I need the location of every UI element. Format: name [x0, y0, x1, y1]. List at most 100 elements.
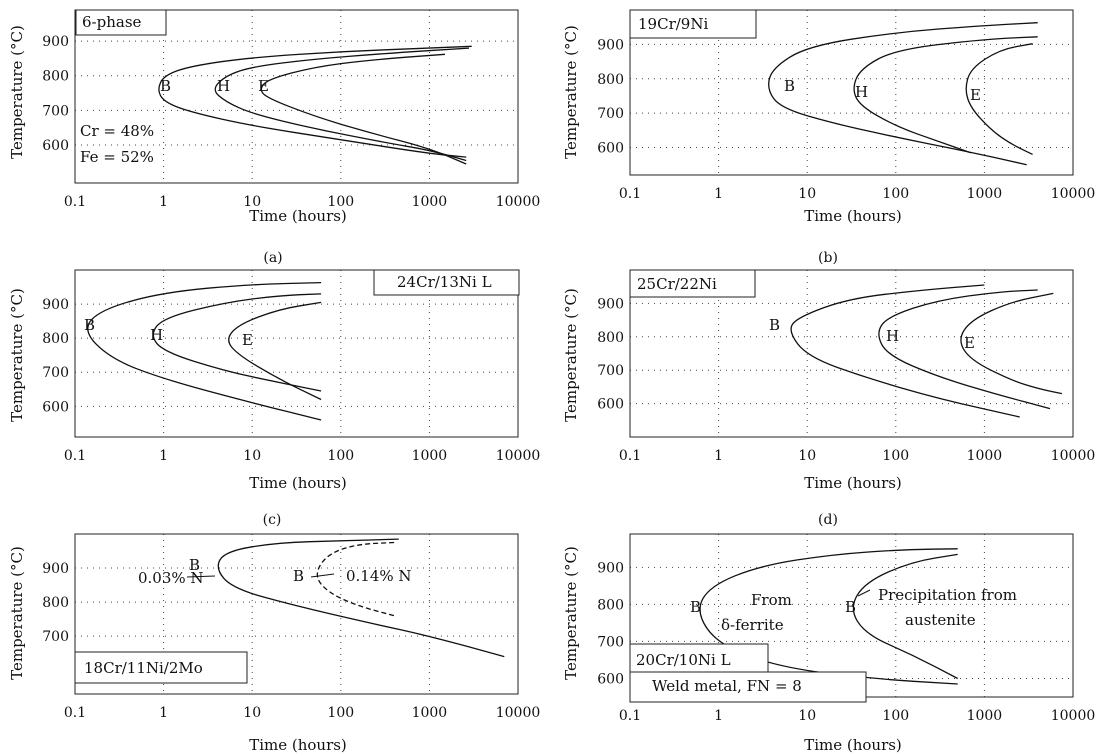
x-tick-label: 100	[327, 705, 354, 721]
x-tick-label: 10	[243, 448, 261, 464]
curve-label: B	[845, 598, 856, 616]
c-curve-e	[260, 53, 467, 165]
annotation-label: 0.03% N	[138, 569, 204, 587]
plot-frame	[629, 9, 1074, 176]
y-tick-label: 600	[42, 138, 69, 154]
c-curve-e	[228, 301, 322, 401]
x-tick-label: 1	[159, 194, 168, 210]
x-tick-label: 100	[882, 708, 909, 724]
panel-f: 600 700 800 900 0.1 1 10 100 1000 10000 Time (hour…	[562, 533, 1095, 754]
c-curve-precipitation-from-austenite	[852, 553, 959, 680]
panel-caption: (a)	[263, 250, 282, 266]
y-tick-label: 600	[597, 671, 624, 687]
panel-b: 600 700 800 900 0.1 1 10 100 1000 10000 Time (hour…	[562, 9, 1095, 266]
c-curve-h	[214, 47, 470, 162]
title-box	[75, 9, 167, 36]
chart-title: 6-phase	[82, 13, 142, 31]
panel-a: 600 700 800 900 0.1 1 10 100 1000 10000 Time (hour…	[8, 9, 541, 266]
plot-frame	[74, 533, 519, 695]
x-tick-label: 10	[243, 705, 261, 721]
panel-c: 600 700 800 900 0.1 1 10 100 1000 10000 Time (hour…	[8, 269, 541, 528]
annotation-label: From	[751, 591, 792, 609]
c-curve-e	[960, 292, 1063, 395]
title-box	[629, 269, 756, 298]
annotation-label: Precipitation from	[878, 586, 1017, 604]
chart-title: 19Cr/9Ni	[638, 15, 708, 33]
c-curve-b	[768, 22, 1038, 166]
x-tick-label: 10	[798, 708, 816, 724]
x-tick-label: 100	[327, 448, 354, 464]
composition-note: Cr = 48%	[80, 122, 154, 140]
x-tick-label: 0.1	[619, 708, 641, 724]
x-tick-label: 1000	[412, 448, 448, 464]
x-axis-label: Time (hours)	[804, 474, 902, 492]
x-tick-label: 10000	[496, 448, 541, 464]
y-tick-label: 600	[597, 141, 624, 157]
y-tick-label: 700	[42, 365, 69, 381]
c-curve-h	[853, 36, 1038, 154]
x-tick-label: 10	[798, 186, 816, 202]
x-tick-label: 100	[327, 194, 354, 210]
panel-e: 700 800 900 0.1 1 10 100 1000 10000 Time (hours) T…	[8, 533, 540, 754]
x-axis-label: Time (hours)	[249, 736, 347, 754]
y-tick-label: 700	[597, 634, 624, 650]
y-axis-label: Temperature (°C)	[562, 288, 580, 422]
c-curve-h	[878, 289, 1051, 410]
x-tick-label: 1000	[967, 186, 1003, 202]
x-tick-label: 0.1	[64, 448, 86, 464]
curve-label: H	[886, 327, 899, 345]
y-axis-label: Temperature (°C)	[562, 25, 580, 159]
curve-label: H	[217, 77, 230, 95]
plot-frame	[74, 9, 519, 184]
chart-title: 25Cr/22Ni	[637, 275, 717, 293]
c-curve-0-03-n	[217, 538, 505, 658]
x-tick-label: 1	[714, 448, 723, 464]
curve-label: B	[769, 316, 780, 334]
chart-title: 20Cr/10Ni L	[636, 651, 731, 669]
plot-frame	[74, 269, 519, 438]
curve-label: E	[970, 86, 981, 104]
x-tick-label: 0.1	[619, 448, 641, 464]
y-tick-label: 900	[597, 560, 624, 576]
x-tick-label: 1	[714, 708, 723, 724]
y-tick-label: 800	[597, 330, 624, 346]
x-tick-label: 10	[798, 448, 816, 464]
y-tick-label: 600	[42, 399, 69, 415]
c-curve-e	[965, 43, 1033, 155]
annotation-label: 0.14% N	[346, 567, 412, 585]
y-tick-label: 800	[42, 595, 69, 611]
composition-note: Fe = 52%	[80, 148, 154, 166]
weld-metal-box	[629, 671, 867, 703]
annotation-label: δ-ferrite	[721, 616, 784, 634]
x-axis-label: Time (hours)	[804, 736, 902, 754]
x-tick-label: 1	[714, 186, 723, 202]
title-box	[373, 269, 520, 296]
leader-line	[310, 573, 335, 578]
y-tick-label: 800	[42, 69, 69, 85]
panel-caption: (c)	[263, 512, 282, 528]
c-curve-b	[790, 284, 1020, 418]
x-tick-label: 100	[882, 186, 909, 202]
y-axis-label: Temperature (°C)	[8, 25, 26, 159]
annotation-label: austenite	[905, 611, 976, 629]
curve-label: E	[242, 331, 253, 349]
x-axis-label: Time (hours)	[249, 474, 347, 492]
x-tick-label: 10000	[496, 194, 541, 210]
x-tick-label: 1000	[967, 708, 1003, 724]
y-tick-label: 700	[597, 363, 624, 379]
curve-label: H	[855, 83, 868, 101]
x-tick-label: 10000	[1051, 448, 1096, 464]
x-tick-label: 100	[882, 448, 909, 464]
curve-label: E	[964, 334, 975, 352]
y-tick-label: 900	[42, 561, 69, 577]
curve-label: E	[258, 77, 269, 95]
curve-label: B	[690, 598, 701, 616]
c-curve-b	[158, 45, 472, 158]
y-tick-label: 900	[597, 37, 624, 53]
y-tick-label: 900	[597, 296, 624, 312]
x-tick-label: 1000	[967, 448, 1003, 464]
y-axis-label: Temperature (°C)	[562, 546, 580, 680]
panel-caption: (d)	[818, 512, 838, 528]
title-box	[74, 651, 248, 684]
